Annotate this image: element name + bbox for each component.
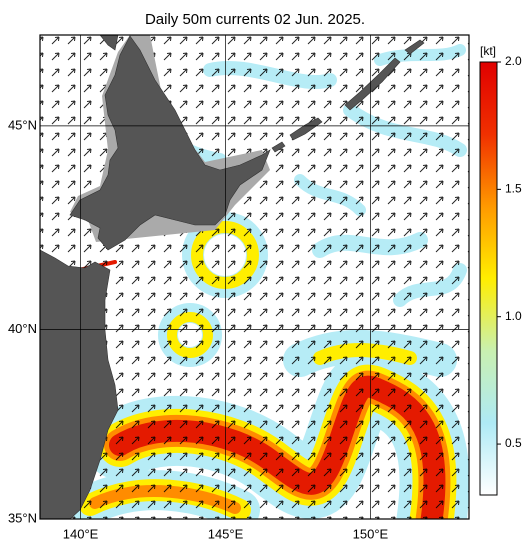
colorbar-tick-label: 1.5	[505, 182, 522, 196]
colorbar	[479, 61, 498, 496]
y-tick-label: 35°N	[8, 510, 37, 525]
colorbar-tick-label: 2.0	[505, 54, 522, 68]
colorbar-tick-label: 0.5	[505, 436, 522, 450]
chart-title: Daily 50m currents 02 Jun. 2025.	[145, 11, 365, 28]
map-area	[40, 35, 469, 519]
land	[40, 35, 425, 519]
colorbar-label: [kt]	[480, 44, 496, 58]
x-tick-label: 150°E	[353, 526, 389, 541]
y-tick-label: 45°N	[8, 117, 37, 132]
x-tick-label: 145°E	[208, 526, 244, 541]
colorbar-tick-label: 1.0	[505, 309, 522, 323]
y-tick-label: 40°N	[8, 321, 37, 336]
plot-frame	[39, 34, 470, 520]
x-tick-label: 140°E	[63, 526, 99, 541]
